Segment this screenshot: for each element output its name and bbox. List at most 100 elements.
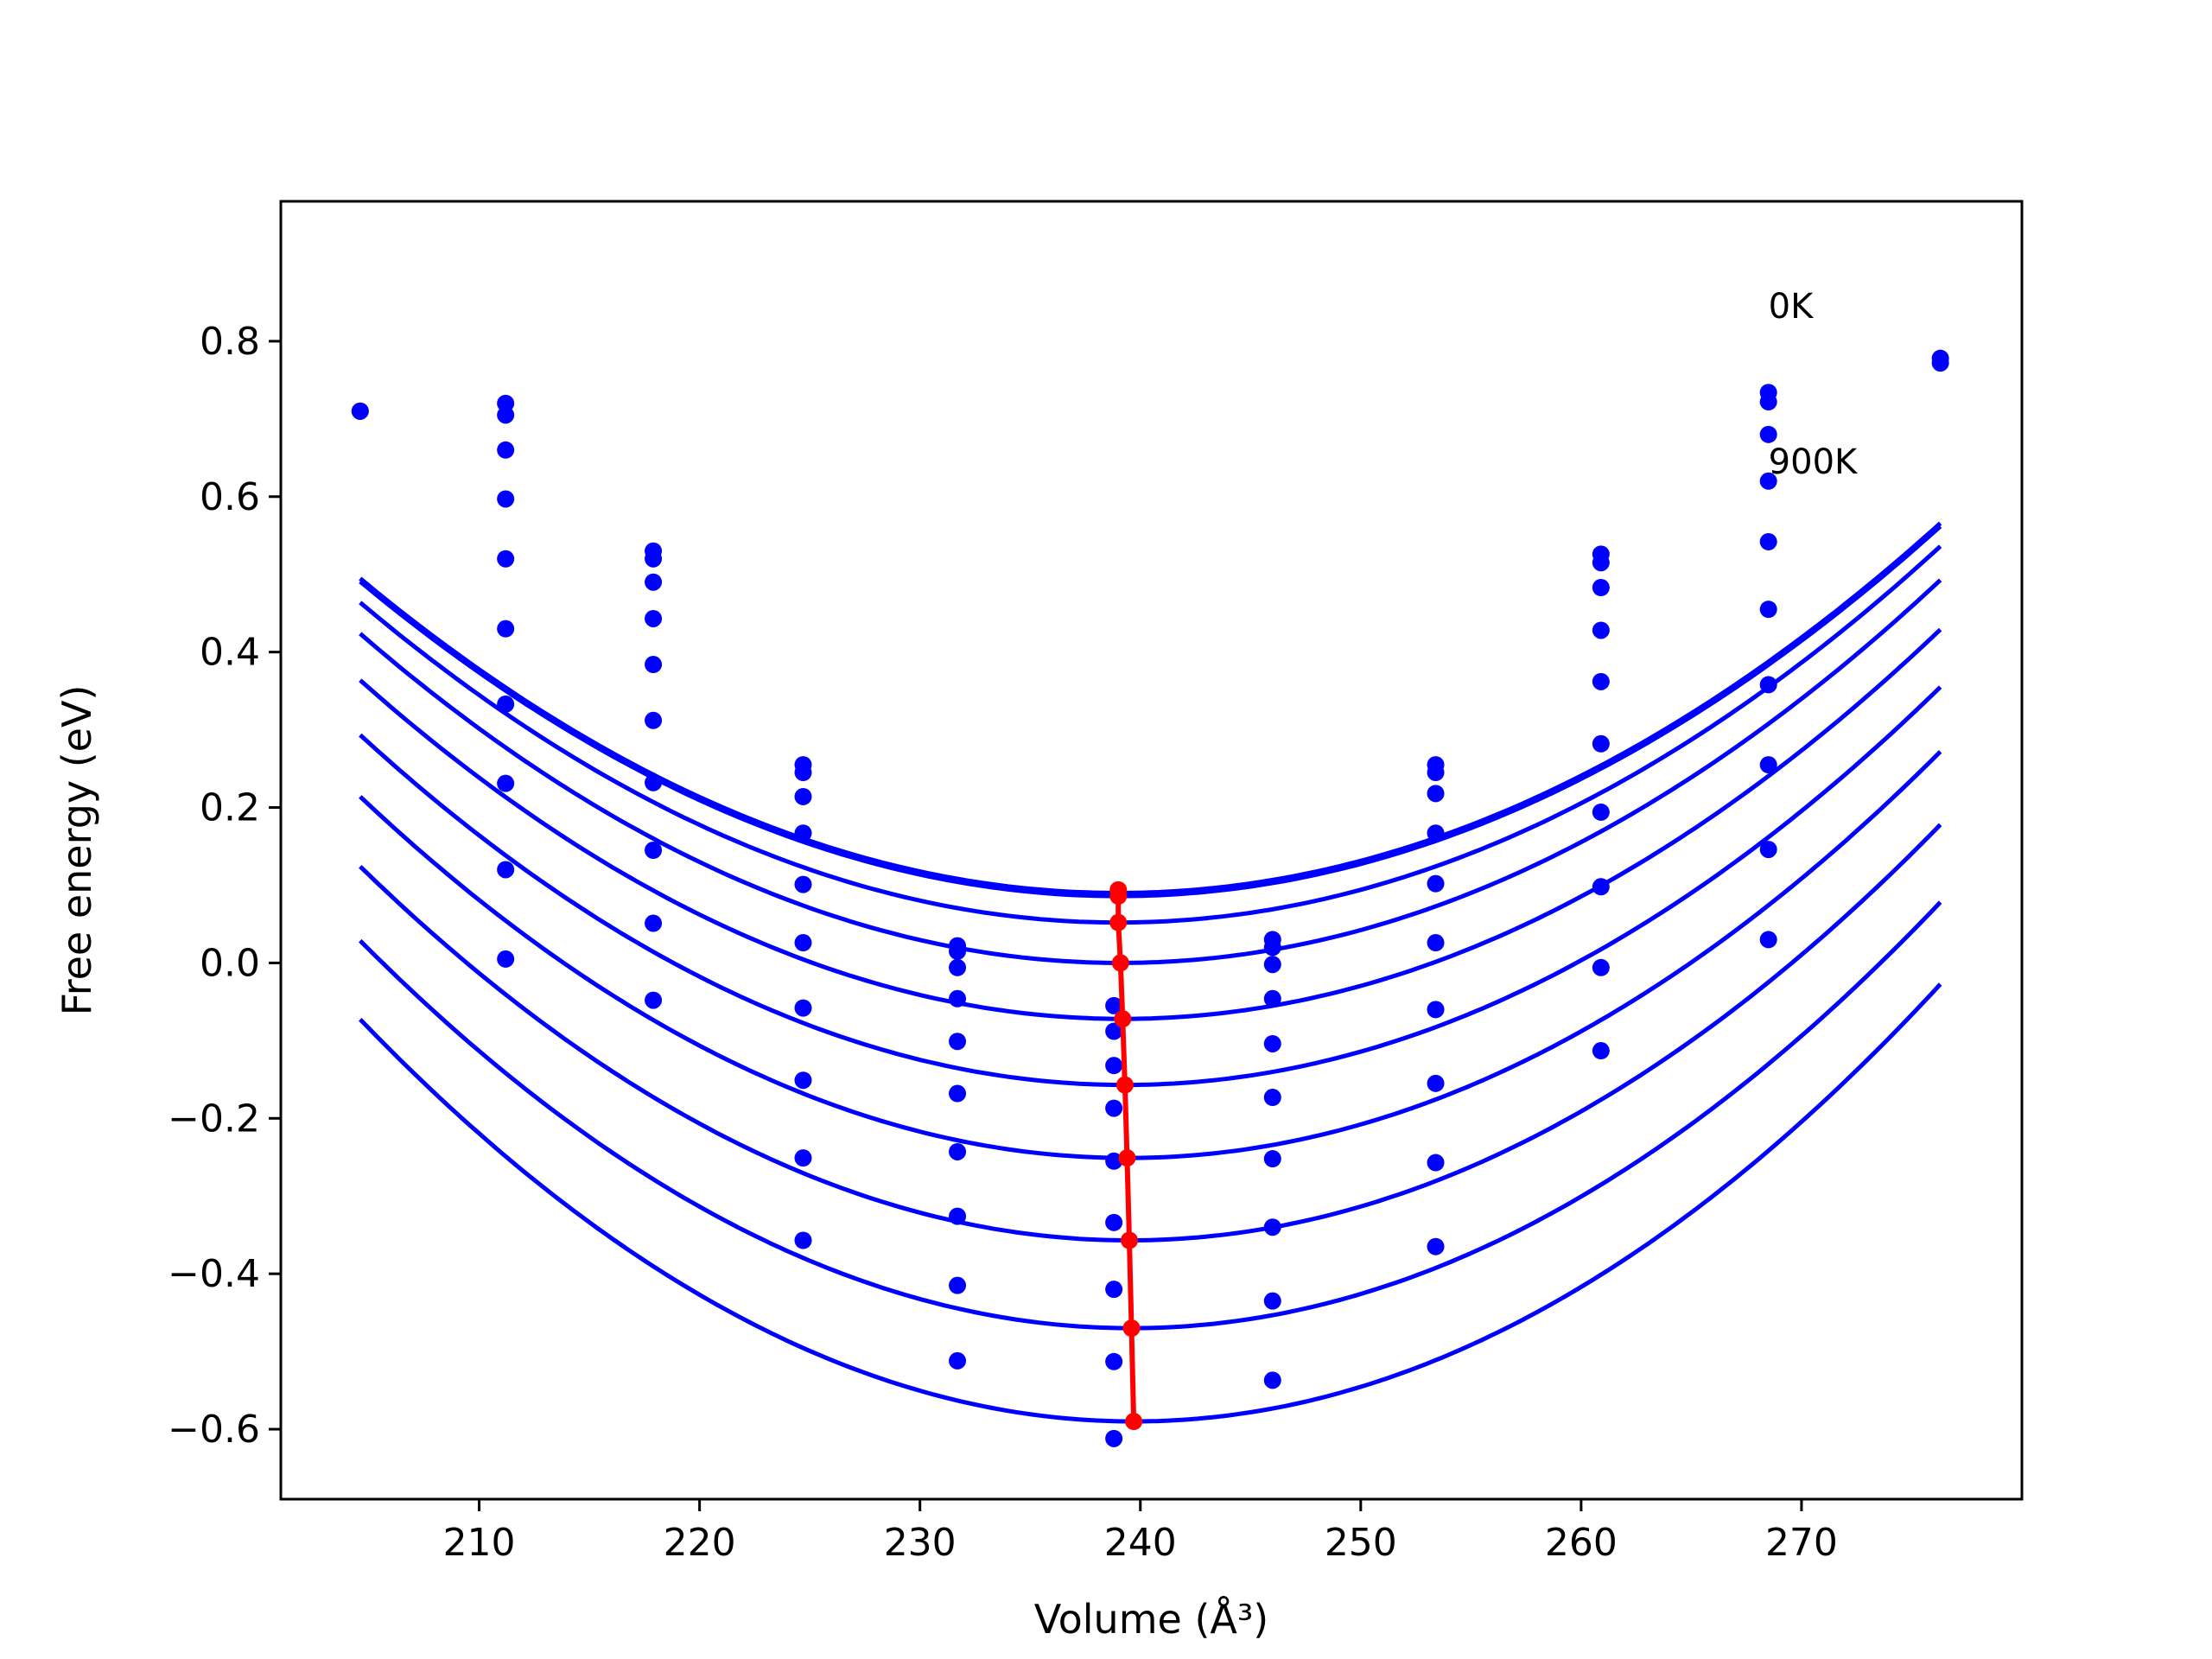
data-point-72 <box>1592 554 1610 572</box>
data-point-3 <box>497 406 515 424</box>
data-point-45 <box>1105 1099 1123 1117</box>
data-point-86 <box>1759 601 1777 619</box>
data-point-38 <box>949 1142 967 1160</box>
data-point-62 <box>1427 764 1445 782</box>
minima-point-1 <box>1109 887 1128 906</box>
fit-curve-6 <box>359 750 1942 1160</box>
data-point-59 <box>1263 1292 1281 1310</box>
x-axis-label: Volume (Å³) <box>1034 1596 1269 1643</box>
data-point-85 <box>1759 532 1777 550</box>
data-point-63 <box>1427 785 1445 803</box>
data-point-92 <box>1931 354 1949 372</box>
data-point-42 <box>1105 996 1123 1014</box>
fit-curve-3 <box>359 578 1942 965</box>
fit-curve-5 <box>359 685 1942 1088</box>
data-point-44 <box>1105 1057 1123 1075</box>
data-point-37 <box>949 1084 967 1103</box>
data-point-15 <box>645 609 663 627</box>
data-point-23 <box>794 764 812 782</box>
data-point-66 <box>1427 934 1445 952</box>
data-point-84 <box>1759 472 1777 490</box>
data-point-78 <box>1592 878 1610 896</box>
data-point-74 <box>1592 621 1610 639</box>
data-point-90 <box>1759 931 1777 949</box>
fit-curve-9 <box>359 982 1942 1424</box>
data-point-60 <box>1263 1371 1281 1389</box>
minima-point-7 <box>1120 1231 1138 1249</box>
data-point-34 <box>949 958 967 976</box>
minima-line <box>1116 889 1137 1422</box>
data-point-14 <box>645 573 663 591</box>
data-point-17 <box>645 711 663 729</box>
data-point-67 <box>1427 1001 1445 1019</box>
data-point-83 <box>1759 425 1777 443</box>
data-point-26 <box>794 875 812 893</box>
data-point-76 <box>1592 734 1610 753</box>
data-point-48 <box>1105 1281 1123 1299</box>
y-tick-label: 0.8 <box>200 320 260 364</box>
data-point-73 <box>1592 579 1610 597</box>
data-point-43 <box>1105 1022 1123 1040</box>
data-point-55 <box>1263 1034 1281 1052</box>
data-point-52 <box>1263 938 1281 957</box>
data-point-82 <box>1759 393 1777 411</box>
fit-curve-0 <box>359 521 1942 896</box>
data-point-75 <box>1592 672 1610 690</box>
data-point-69 <box>1427 1154 1445 1172</box>
fit-curves <box>359 521 1942 1424</box>
data-point-56 <box>1263 1089 1281 1107</box>
minima-point-6 <box>1118 1149 1136 1167</box>
x-tick-label: 230 <box>884 1521 957 1565</box>
x-tick-label: 210 <box>443 1521 516 1565</box>
data-point-29 <box>794 1071 812 1090</box>
data-point-35 <box>949 989 967 1007</box>
data-point-1 <box>351 402 369 420</box>
data-point-19 <box>645 842 663 859</box>
y-tick-label: 0.0 <box>200 941 260 985</box>
data-point-40 <box>949 1276 967 1294</box>
annotation-label-0: 0K <box>1769 287 1815 327</box>
data-point-4 <box>497 441 515 459</box>
data-point-5 <box>497 490 515 508</box>
data-point-77 <box>1592 803 1610 821</box>
y-tick-label: −0.4 <box>168 1252 260 1296</box>
data-point-80 <box>1592 1042 1610 1060</box>
data-point-31 <box>794 1231 812 1249</box>
minima-point-5 <box>1116 1076 1134 1094</box>
data-point-65 <box>1427 874 1445 893</box>
data-point-21 <box>645 991 663 1009</box>
data-point-10 <box>497 861 515 879</box>
minima-point-8 <box>1122 1319 1141 1338</box>
x-axis-ticks: 210 220 230 240 250 260 270 <box>443 1499 1838 1565</box>
x-tick-label: 240 <box>1104 1521 1177 1565</box>
data-point-49 <box>1105 1352 1123 1370</box>
fit-curve-8 <box>359 900 1942 1331</box>
data-point-39 <box>949 1207 967 1225</box>
data-point-87 <box>1759 676 1777 694</box>
fit-curve-4 <box>359 627 1942 1021</box>
y-tick-label: −0.2 <box>168 1096 260 1141</box>
data-point-27 <box>794 934 812 952</box>
data-point-36 <box>949 1033 967 1051</box>
data-point-89 <box>1759 841 1777 859</box>
data-point-64 <box>1427 824 1445 842</box>
data-point-33 <box>949 942 967 960</box>
y-tick-label: 0.4 <box>200 631 260 675</box>
data-point-53 <box>1263 956 1281 974</box>
y-tick-label: 0.2 <box>200 786 260 830</box>
data-point-18 <box>645 773 663 791</box>
minima-point-9 <box>1125 1413 1143 1431</box>
data-point-70 <box>1427 1237 1445 1255</box>
data-point-20 <box>645 914 663 932</box>
plot-frame <box>279 200 2024 1501</box>
x-tick-label: 220 <box>664 1521 736 1565</box>
data-point-13 <box>645 550 663 568</box>
minima-point-2 <box>1109 913 1128 931</box>
fit-curve-7 <box>359 823 1942 1243</box>
data-point-46 <box>1105 1152 1123 1170</box>
y-axis-label: Free energy (eV) <box>54 685 100 1016</box>
minima-point-3 <box>1111 954 1129 972</box>
minima-point-4 <box>1114 1010 1132 1028</box>
